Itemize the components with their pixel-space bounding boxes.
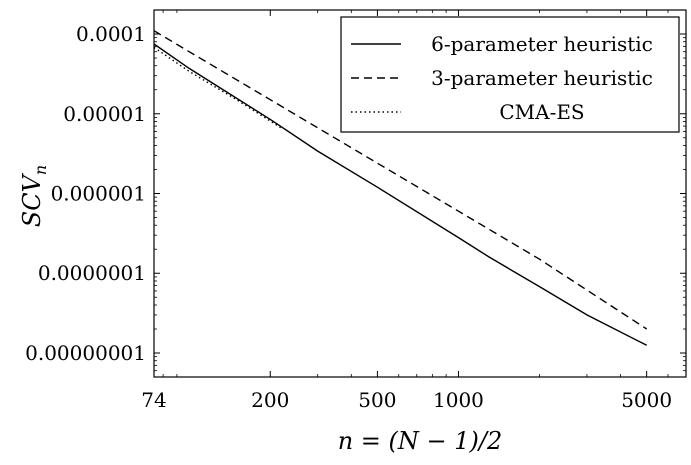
legend-label: CMA-ES: [499, 100, 584, 124]
legend: 6-parameter heuristic 3-parameter heurist…: [340, 16, 680, 133]
y-tick-label: 0.0001: [76, 22, 146, 46]
y-tick-label: 0.0000001: [38, 261, 146, 285]
y-tick-label: 0.00001: [63, 102, 146, 126]
x-axis-label: n = (N − 1)/2: [338, 427, 503, 455]
x-tick-label: 1000: [433, 388, 484, 412]
series-line-solid: [153, 43, 648, 346]
y-axis-label-subscript: n: [31, 165, 50, 175]
legend-box: [340, 16, 680, 133]
legend-label: 3-parameter heuristic: [431, 66, 653, 90]
ticks: 74 200 500 1000 5000 0.00000001 0.0000001 0.000…: [25, 10, 686, 412]
legend-label: 6-parameter heuristic: [431, 32, 653, 56]
x-tick-label: 500: [358, 388, 396, 412]
x-tick-label: 5000: [621, 388, 672, 412]
series-line-dotted: [153, 46, 282, 129]
y-axis-label: SCVn: [18, 165, 50, 227]
y-axis-label-main: SCV: [18, 172, 46, 227]
y-tick-label: 0.00000001: [25, 341, 146, 365]
series-line-dashed: [153, 30, 648, 330]
x-tick-label: 200: [251, 388, 289, 412]
x-tick-label: 74: [141, 388, 166, 412]
series-layer: [153, 30, 648, 346]
y-tick-label: 0.000001: [51, 182, 146, 206]
